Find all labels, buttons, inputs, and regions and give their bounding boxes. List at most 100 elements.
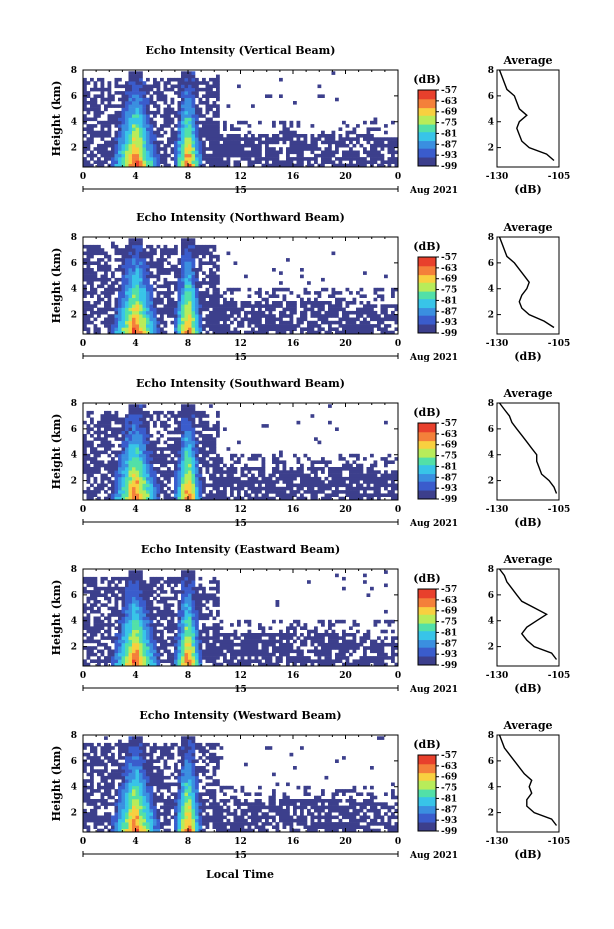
heatmap-cell bbox=[153, 137, 157, 141]
heatmap-cell bbox=[104, 656, 108, 660]
heatmap-cell bbox=[139, 483, 143, 488]
heatmap-cell bbox=[153, 483, 157, 488]
heatmap-cell bbox=[97, 77, 101, 82]
heatmap-cell bbox=[86, 274, 91, 279]
heatmap-cell bbox=[93, 107, 98, 112]
heatmap-cell bbox=[139, 609, 143, 614]
heatmap-cell bbox=[174, 77, 178, 82]
heatmap-cell bbox=[373, 317, 378, 322]
heatmap-cell bbox=[174, 320, 178, 325]
heatmap-cell bbox=[114, 476, 119, 481]
heatmap-cell bbox=[174, 163, 178, 168]
heatmap-cell bbox=[128, 420, 133, 425]
heatmap-cell bbox=[132, 264, 136, 269]
heatmap-cell bbox=[107, 414, 112, 418]
profile-y-tick-label: 4 bbox=[488, 285, 494, 295]
heatmap-cell bbox=[205, 304, 210, 308]
heatmap-cell bbox=[146, 603, 150, 607]
heatmap-cell bbox=[391, 150, 395, 155]
heatmap-cell bbox=[380, 297, 385, 302]
heatmap-cell bbox=[349, 150, 353, 155]
heatmap-cell bbox=[121, 330, 126, 335]
heatmap-cell bbox=[107, 287, 112, 292]
heatmap-cell bbox=[174, 417, 178, 422]
heatmap-cell bbox=[149, 652, 154, 657]
heatmap-cell bbox=[160, 460, 164, 464]
heatmap-cell bbox=[97, 600, 101, 604]
heatmap-cell bbox=[177, 473, 182, 478]
heatmap-cell bbox=[384, 307, 388, 312]
heatmap-cell bbox=[104, 596, 108, 601]
heatmap-cell bbox=[195, 284, 199, 289]
heatmap-cell bbox=[226, 301, 231, 305]
heatmap-cell bbox=[118, 580, 122, 584]
heatmap-cell bbox=[191, 460, 196, 464]
heatmap-cell bbox=[118, 114, 122, 118]
heatmap-cell bbox=[219, 294, 224, 298]
heatmap-cell bbox=[121, 636, 126, 640]
colorbar-segment bbox=[418, 265, 436, 268]
heatmap-cell bbox=[167, 297, 171, 302]
heatmap-cell bbox=[373, 140, 378, 145]
heatmap-cell bbox=[97, 424, 101, 428]
heatmap-cell bbox=[114, 603, 119, 607]
heatmap-cell bbox=[209, 137, 213, 141]
heatmap-cell bbox=[121, 642, 126, 647]
heatmap-cell bbox=[198, 268, 203, 272]
heatmap-cell bbox=[251, 453, 255, 458]
heatmap-cell bbox=[184, 320, 189, 325]
heatmap-cell bbox=[167, 437, 171, 441]
heatmap-cell bbox=[198, 450, 203, 455]
heatmap-cell bbox=[107, 606, 112, 611]
heatmap-cell bbox=[265, 314, 269, 318]
heatmap-cell bbox=[202, 457, 206, 461]
heatmap-cell bbox=[391, 490, 395, 494]
heatmap-cell bbox=[282, 310, 287, 315]
heatmap-cell bbox=[335, 304, 339, 308]
heatmap-cell bbox=[349, 467, 353, 471]
heatmap-cell bbox=[139, 264, 143, 269]
heatmap-cell bbox=[331, 307, 336, 312]
heatmap-cell bbox=[139, 153, 143, 158]
colorbar-segment bbox=[418, 282, 436, 284]
heatmap-cell bbox=[170, 450, 175, 455]
heatmap-cell bbox=[181, 417, 185, 422]
colorbar-segment bbox=[418, 302, 436, 305]
heatmap-cell bbox=[128, 490, 133, 494]
heatmap-cell bbox=[163, 659, 168, 663]
heatmap-cell bbox=[118, 596, 122, 601]
heatmap-cell bbox=[167, 603, 171, 607]
heatmap-cell bbox=[212, 447, 217, 451]
heatmap-cell bbox=[125, 248, 129, 252]
heatmap-cell bbox=[163, 324, 168, 328]
heatmap-cell bbox=[184, 137, 189, 141]
heatmap-cell bbox=[111, 327, 115, 331]
heatmap-cell bbox=[125, 583, 129, 588]
heatmap-cell bbox=[275, 467, 280, 471]
heatmap-cell bbox=[209, 244, 213, 249]
heatmap-cell bbox=[205, 424, 210, 428]
heatmap-cell bbox=[132, 586, 136, 591]
heatmap-cell bbox=[142, 633, 147, 637]
heatmap-cell bbox=[121, 420, 126, 425]
heatmap-cell bbox=[93, 301, 98, 305]
heatmap-cell bbox=[233, 486, 238, 491]
heatmap-cell bbox=[338, 297, 343, 302]
heatmap-cell bbox=[121, 248, 126, 252]
heatmap-cell bbox=[146, 160, 150, 164]
heatmap-cell bbox=[121, 140, 126, 145]
heatmap-cell bbox=[86, 636, 91, 640]
heatmap-cell bbox=[90, 576, 94, 581]
heatmap-cell bbox=[163, 284, 168, 289]
heatmap-cell bbox=[394, 287, 399, 292]
heatmap-cell bbox=[191, 483, 196, 488]
colorbar-segment bbox=[418, 143, 436, 145]
heatmap-cell bbox=[359, 307, 364, 312]
heatmap-cell bbox=[233, 127, 238, 131]
heatmap-cell bbox=[97, 420, 101, 425]
heatmap-cell bbox=[174, 430, 178, 435]
heatmap-cell bbox=[149, 636, 154, 640]
heatmap-cell bbox=[132, 251, 136, 256]
heatmap-cell bbox=[184, 277, 189, 282]
heatmap-cell bbox=[310, 124, 315, 128]
